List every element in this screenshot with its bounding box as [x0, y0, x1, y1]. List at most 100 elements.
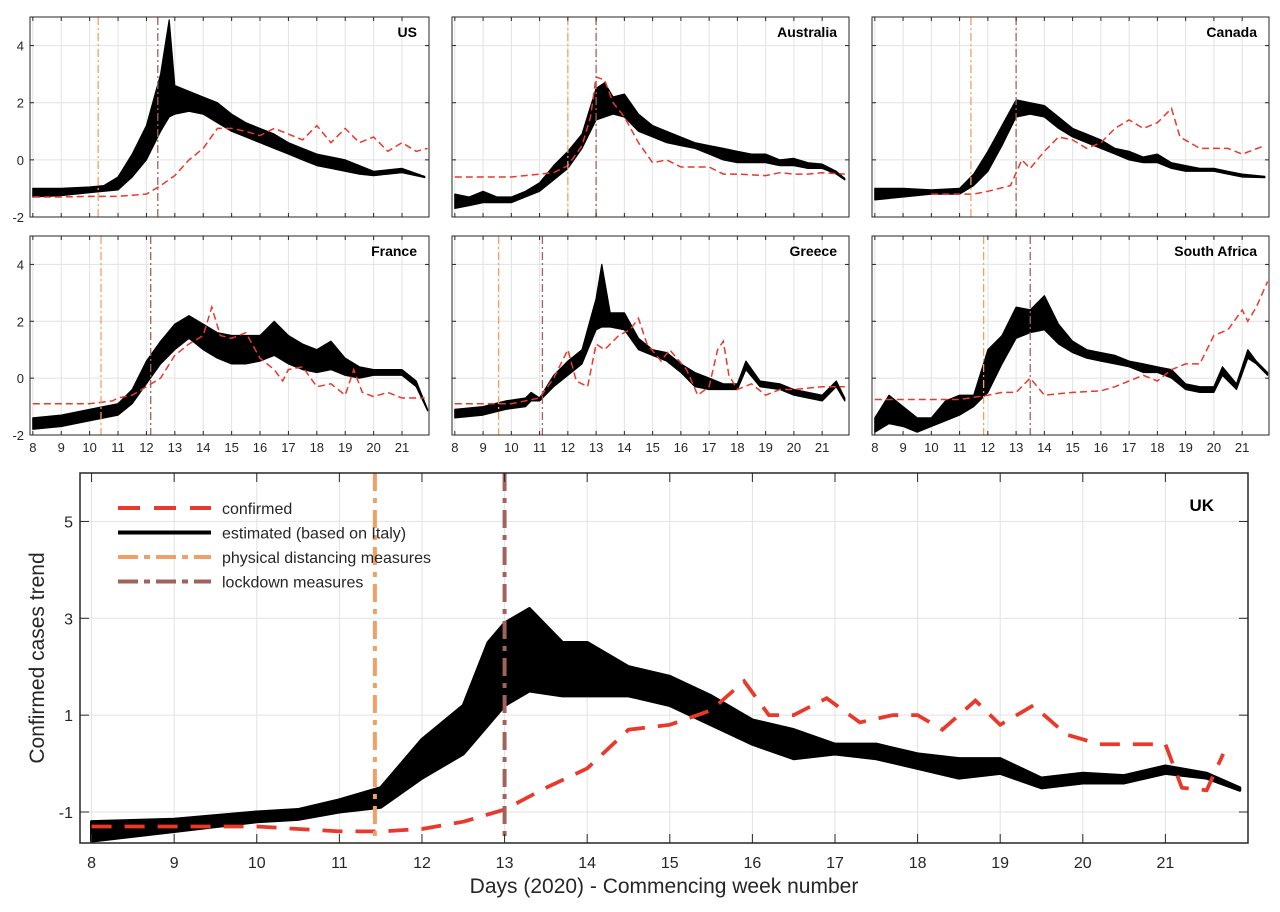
x-tick-label: 12 [139, 440, 153, 455]
x-tick-label: 10 [504, 440, 518, 455]
y-tick-label: 4 [17, 39, 24, 54]
x-tick-label: 16 [743, 855, 761, 872]
x-tick-label: 15 [1065, 440, 1079, 455]
y-tick-label: -1 [59, 805, 73, 822]
x-tick-label: 18 [730, 440, 744, 455]
axes-box [871, 16, 1270, 218]
x-tick-label: 13 [589, 440, 603, 455]
x-tick-label: 8 [871, 440, 878, 455]
axes-box [451, 16, 850, 218]
x-tick-label: 11 [331, 855, 348, 872]
estimated-series [32, 19, 426, 198]
confirmed-series [454, 75, 845, 178]
x-tick-label: 13 [1009, 440, 1023, 455]
x-tick-label: 8 [29, 440, 36, 455]
plot-marks [874, 17, 1266, 217]
panel-title: Canada [1206, 24, 1257, 40]
x-tick-label: 9 [899, 440, 906, 455]
plot-marks [454, 17, 846, 217]
x-tick-label: 21 [395, 440, 409, 455]
panel-title: France [371, 243, 417, 259]
x-tick-label: 21 [815, 440, 829, 455]
x-tick-label: 19 [991, 855, 1009, 872]
axes-box [79, 472, 1249, 844]
confirmed-series [874, 281, 1269, 401]
x-tick-label: 12 [561, 440, 575, 455]
axes-box [29, 16, 430, 218]
estimated-series [90, 607, 1242, 843]
x-tick-label: 16 [1094, 440, 1108, 455]
plot-marks [32, 236, 429, 435]
legend: confirmed estimated (based on Italy) physi… [118, 501, 431, 592]
x-tick-label: 17 [826, 855, 844, 872]
x-tick-label: 11 [533, 440, 547, 455]
x-tick-label: 11 [953, 440, 967, 455]
panel-france: 8 9 10 11 12 13 14 15 16 17 18 19 20 21 -2 0 2 4 France [12, 235, 430, 455]
confirmed-series [931, 106, 1266, 195]
x-axis-label: Days (2020) - Commencing week number [470, 875, 859, 898]
x-tick-label: 8 [87, 855, 96, 872]
plot-marks [454, 236, 846, 435]
x-tick-label: 15 [661, 855, 679, 872]
y-tick-label: -2 [12, 210, 24, 225]
x-tick-label: 19 [758, 440, 772, 455]
axes-box [451, 235, 850, 436]
x-tick-label: 16 [674, 440, 688, 455]
panel-title: Australia [777, 24, 837, 40]
x-tick-label: 13 [496, 855, 514, 872]
y-tick-label: 4 [17, 257, 24, 272]
panel-greece: 8 9 10 11 12 13 14 15 16 17 18 19 20 21 Greece [451, 235, 850, 455]
x-tick-label: 19 [1178, 440, 1192, 455]
y-tick-label: 0 [17, 371, 24, 386]
confirmed-series [454, 316, 845, 405]
plot-marks [874, 236, 1269, 435]
x-tick-label: 14 [578, 855, 596, 872]
plot-area [872, 17, 1269, 217]
confirmed-series [32, 304, 425, 405]
confirmed-series [91, 678, 1225, 834]
y-tick-label: 5 [64, 514, 73, 531]
panel-title: UK [1189, 496, 1214, 515]
x-tick-label: 13 [168, 440, 182, 455]
x-tick-label: 15 [224, 440, 238, 455]
panel-australia: Australia [451, 16, 850, 218]
x-tick-label: 14 [1037, 440, 1051, 455]
estimated-series [874, 99, 1266, 201]
panel-canada: Canada [871, 16, 1270, 218]
axes-box [29, 235, 430, 436]
panel-title: South Africa [1174, 243, 1257, 259]
plot-area [452, 17, 849, 217]
estimated-series [454, 263, 846, 419]
x-tick-label: 18 [1150, 440, 1164, 455]
axes-box [871, 235, 1270, 436]
legend-label-confirmed: confirmed [222, 501, 292, 518]
y-tick-label: 1 [64, 708, 73, 725]
x-tick-label: 9 [58, 440, 65, 455]
estimated-series [32, 315, 429, 430]
x-tick-label: 20 [1207, 440, 1221, 455]
x-tick-label: 18 [310, 440, 324, 455]
x-tick-label: 16 [253, 440, 267, 455]
x-tick-label: 17 [1122, 440, 1136, 455]
x-tick-label: 14 [617, 440, 631, 455]
panel-title: US [398, 24, 417, 40]
x-tick-label: 11 [111, 440, 125, 455]
x-tick-label: 9 [479, 440, 486, 455]
x-tick-label: 10 [82, 440, 96, 455]
plot-area [872, 236, 1269, 435]
x-tick-label: 12 [981, 440, 995, 455]
x-tick-label: 12 [413, 855, 431, 872]
y-tick-label: 2 [17, 96, 24, 111]
x-tick-label: 9 [170, 855, 179, 872]
x-tick-label: 8 [451, 440, 458, 455]
x-tick-label: 18 [909, 855, 927, 872]
panel-south-africa: 8 9 10 11 12 13 14 15 16 17 18 19 20 21 South Africa [871, 235, 1270, 455]
plot-marks [32, 17, 428, 217]
y-tick-label: 3 [64, 611, 73, 628]
legend-label-estimated: estimated (based on Italy) [222, 526, 406, 543]
x-tick-label: 10 [248, 855, 266, 872]
plot-marks [90, 473, 1242, 843]
x-tick-label: 21 [1156, 855, 1174, 872]
